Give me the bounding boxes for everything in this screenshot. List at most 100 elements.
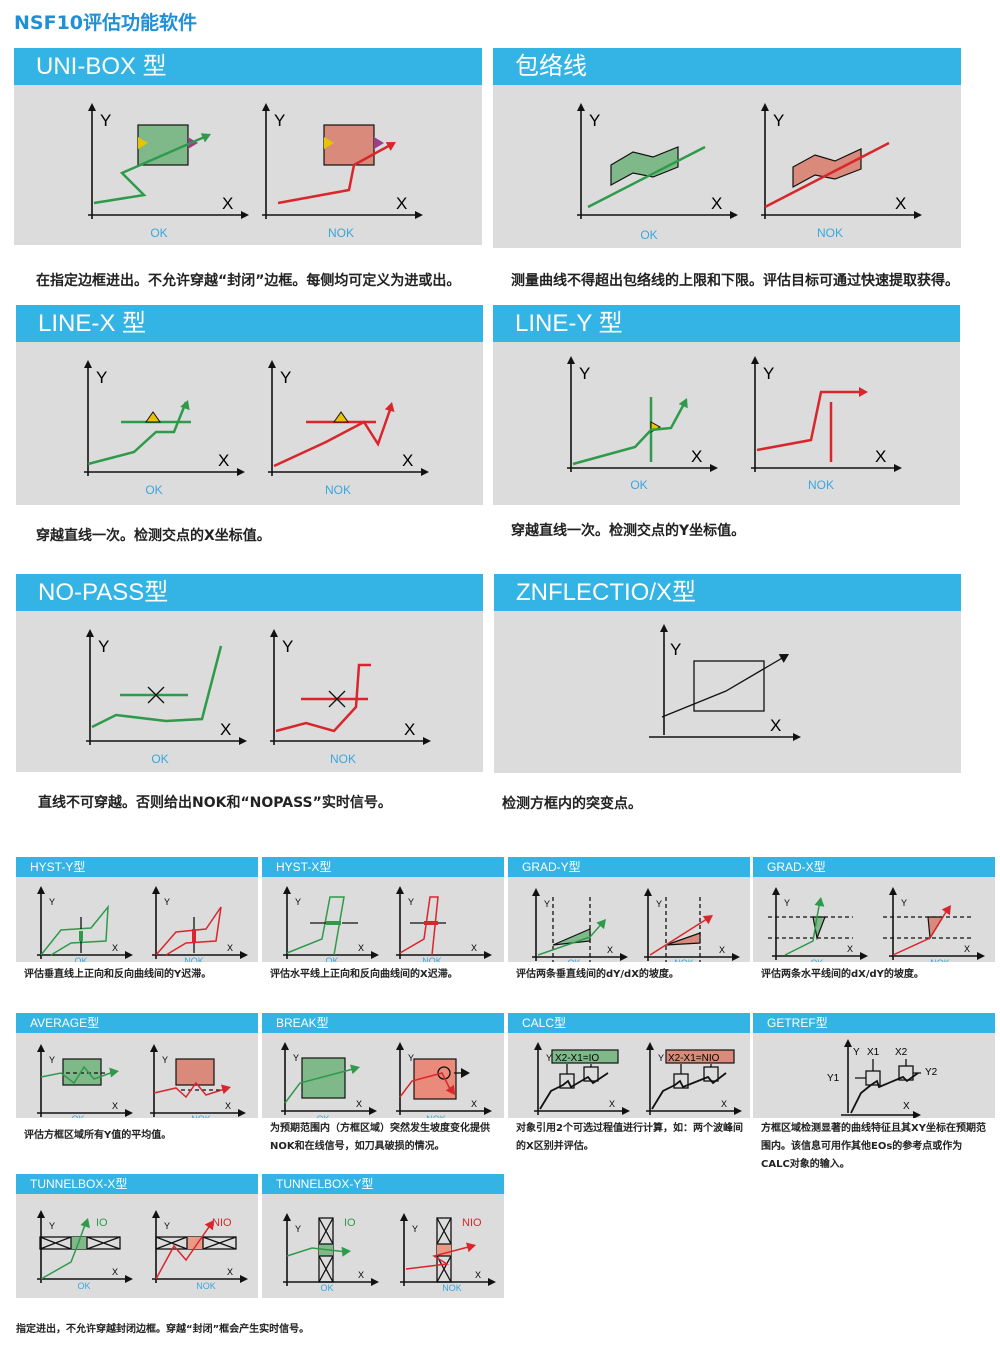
panel-0: UNI-BOX 型 Y X OK Y X NOK	[14, 48, 482, 245]
panel-title: CALC型	[508, 1013, 750, 1033]
panel-1: 包络线 Y X OK Y X NOK	[493, 48, 961, 248]
nok-label: NOK	[817, 226, 843, 240]
panel-small-2: GRAD-Y型 Y X OK Y X NOK	[508, 857, 750, 962]
x-axis-label: X	[711, 194, 722, 213]
x-axis-label: X	[607, 945, 613, 955]
panel-title: NO-PASS型	[16, 574, 483, 611]
x-axis-label: X	[358, 1270, 364, 1280]
x-axis-label: X	[721, 1099, 727, 1109]
nok-label: NOK	[191, 1114, 211, 1118]
diagram: Y X IO OK Y X NIO NOK	[262, 1194, 504, 1298]
ok-label: OK	[74, 956, 87, 962]
panel-3: LINE-Y 型 Y X OK Y X NOK	[493, 305, 960, 505]
panel-title: LINE-Y 型	[493, 305, 960, 342]
panel-title: HYST-Y型	[16, 857, 258, 877]
x-axis-label: X	[895, 194, 906, 213]
y-axis-label: Y	[282, 637, 293, 656]
calc-nok-formula: X2-X1=NIO	[668, 1053, 720, 1064]
y-axis-label: Y	[295, 1224, 301, 1234]
panel-caption: 评估垂直线上正向和反向曲线间的Y迟滞。	[24, 969, 212, 980]
y-axis-label: Y	[295, 897, 301, 907]
panel-title: TUNNELBOX-Y型	[262, 1174, 504, 1194]
y-axis-label: Y	[293, 1053, 299, 1063]
y-axis-label: Y	[656, 899, 662, 909]
ok-label: OK	[71, 1114, 84, 1118]
x-axis-label: X	[903, 1101, 910, 1112]
panel-caption: 评估水平线上正向和反向曲线间的X迟滞。	[270, 969, 458, 980]
x-axis-label: X	[875, 447, 886, 466]
ok-label: OK	[810, 958, 823, 962]
ok-label: OK	[77, 1281, 90, 1291]
io-label: IO	[96, 1217, 108, 1229]
panel-title: HYST-X型	[262, 857, 504, 877]
ok-label: OK	[630, 478, 647, 492]
x-axis-label: X	[847, 944, 853, 954]
diagram: Y X OK Y X NOK	[493, 342, 960, 505]
ok-label: OK	[567, 958, 580, 962]
nok-label: NOK	[328, 226, 354, 240]
y-axis-label: Y	[773, 111, 784, 130]
page-title: NSF10评估功能软件	[14, 12, 198, 34]
panel-title: TUNNELBOX-X型	[16, 1174, 258, 1194]
x-axis-label: X	[356, 1099, 362, 1109]
panel-caption: 直线不可穿越。否则给出NOK和“NOPASS”实时信号。	[38, 795, 392, 811]
x-axis-label: X	[770, 716, 781, 735]
x-axis-label: X	[404, 720, 415, 739]
y-axis-label: Y	[658, 1053, 664, 1063]
diagram: Y X IO OK Y X NIO NOK	[16, 1194, 258, 1298]
panel-title: BREAK型	[262, 1013, 504, 1033]
nok-label: NOK	[422, 956, 442, 962]
panel-title: LINE-X 型	[16, 305, 483, 342]
y-axis-label: Y	[408, 1053, 414, 1063]
x-axis-label: X	[719, 945, 725, 955]
panel-caption: 检测方框内的突变点。	[502, 796, 642, 812]
nok-label: NOK	[184, 956, 204, 962]
ok-label: OK	[316, 1114, 329, 1118]
ok-label: OK	[320, 1283, 333, 1293]
y-axis-label: Y	[853, 1047, 860, 1058]
y1-label: Y1	[827, 1073, 840, 1084]
panel-title: GETREF型	[753, 1013, 995, 1033]
panel-small-1: HYST-X型 Y X OK Y X NOK	[262, 857, 504, 962]
y-axis-label: Y	[96, 368, 107, 387]
x-axis-label: X	[112, 943, 118, 953]
y-axis-label: Y	[579, 364, 590, 383]
y-axis-label: Y	[544, 899, 550, 909]
panel-caption: 方框区域检测显著的曲线特征且其XY坐标在预期范围内。该信息可用作其他EOs的参考…	[761, 1123, 986, 1170]
y-axis-label: Y	[100, 111, 111, 130]
panel-caption: 对象引用2个可选过程值进行计算，如：两个波峰间的X区别并评估。	[516, 1123, 743, 1152]
calc-ok-formula: X2-X1=IO	[555, 1053, 599, 1064]
nok-label: NOK	[674, 958, 694, 962]
panel-small-7: GETREF型 Y X X1 X2 Y1 Y2	[753, 1013, 995, 1118]
panel-small-9: TUNNELBOX-Y型 Y X IO OK Y X NIO NOK	[262, 1174, 504, 1298]
x-axis-label: X	[218, 451, 229, 470]
x-axis-label: X	[222, 194, 233, 213]
panel-4: NO-PASS型 Y X OK Y X NOK	[16, 574, 483, 772]
diagram: Y X OK Y X NOK	[753, 877, 995, 962]
panel-caption: 穿越直线一次。检测交点的Y坐标值。	[511, 523, 746, 539]
y-axis-label: Y	[901, 898, 907, 908]
x-axis-label: X	[227, 943, 233, 953]
diagram: Y X OK Y X NOK	[16, 877, 258, 962]
panel-2: LINE-X 型 Y X OK Y X NOK	[16, 305, 483, 505]
x-axis-label: X	[358, 943, 364, 953]
nok-label: NOK	[442, 1283, 462, 1293]
panel-caption: 测量曲线不得超出包络线的上限和下限。评估目标可通过快速提取获得。	[511, 273, 959, 289]
diagram: Y X X1 X2 Y1 Y2	[753, 1033, 995, 1118]
nok-label: NOK	[808, 478, 834, 492]
panel-small-6: CALC型 Y XX2-X1=IOX1X2OK Y XX2-X1=NIOX1X2…	[508, 1013, 750, 1118]
y-axis-label: Y	[164, 897, 170, 907]
x-axis-label: X	[112, 1101, 118, 1111]
diagram: Y X OK Y X NOK	[14, 85, 482, 245]
panel-title: ZNFLECTIO/X型	[494, 574, 961, 611]
panel-title: GRAD-Y型	[508, 857, 750, 877]
y-axis-label: Y	[546, 1053, 552, 1063]
x2-label: X2	[895, 1047, 908, 1058]
panel-small-8: TUNNELBOX-X型 Y X IO OK Y X NIO NOK	[16, 1174, 258, 1298]
y-axis-label: Y	[162, 1055, 168, 1065]
x-axis-label: X	[225, 1101, 231, 1111]
x-axis-label: X	[402, 451, 413, 470]
